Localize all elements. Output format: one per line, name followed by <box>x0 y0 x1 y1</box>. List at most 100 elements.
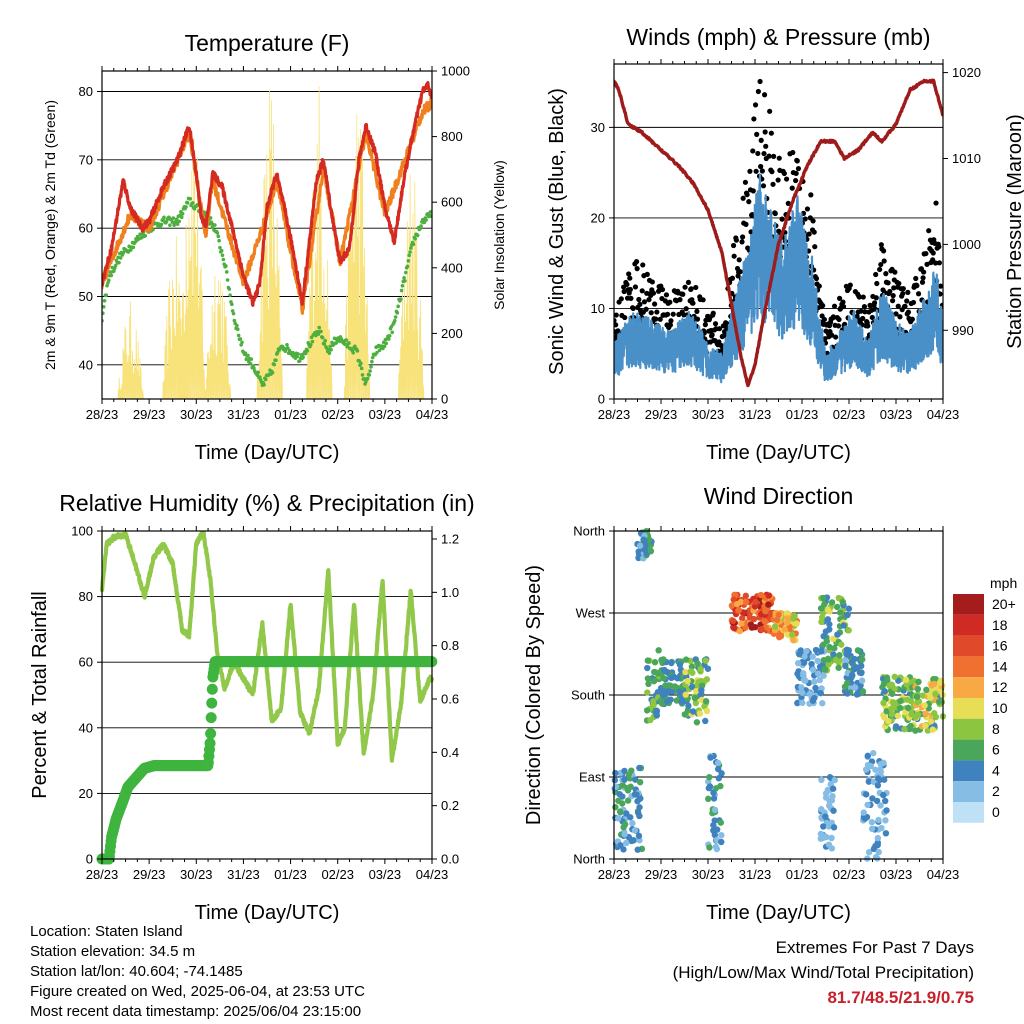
direction-point <box>913 693 921 700</box>
gust-point <box>667 322 674 328</box>
direction-point <box>830 807 837 814</box>
direction-point <box>731 591 738 599</box>
gust-point <box>767 108 773 114</box>
direction-point <box>883 807 890 814</box>
dewpoint-point <box>301 355 305 360</box>
direction-point <box>682 656 690 663</box>
direction-point <box>627 814 634 821</box>
dewpoint-point <box>428 210 432 214</box>
pressure-line <box>614 78 943 388</box>
gust-point <box>632 284 639 290</box>
direction-point <box>862 791 870 798</box>
dewpoint-point <box>360 373 365 377</box>
gust-point <box>897 314 903 320</box>
direction-point <box>843 646 851 654</box>
y-right-tick-label: 990 <box>952 323 974 338</box>
gust-point <box>836 316 842 323</box>
direction-point <box>765 592 773 599</box>
gust-point <box>639 288 645 294</box>
direction-point <box>896 704 904 712</box>
gust-point <box>737 269 743 275</box>
dewpoint-point <box>249 357 254 361</box>
gust-point <box>761 92 768 98</box>
gust-point <box>744 192 750 198</box>
dewpoint-point <box>403 270 408 275</box>
gust-point <box>753 168 759 174</box>
dewpoint-point <box>151 227 155 232</box>
gust-point <box>890 293 896 299</box>
x-axis-label: Time (Day/UTC) <box>706 442 851 464</box>
dewpoint-point <box>227 287 232 291</box>
direction-point <box>874 834 882 842</box>
legend-label: 12 <box>992 679 1008 695</box>
direction-point <box>659 692 667 699</box>
y-right-tick-label: 1.2 <box>441 532 459 547</box>
direction-point <box>621 776 628 783</box>
direction-point <box>621 767 628 775</box>
direction-point <box>821 666 829 673</box>
direction-point <box>644 664 651 672</box>
direction-point <box>864 801 871 808</box>
direction-point <box>706 773 713 781</box>
y-tick-label: 70 <box>79 152 93 167</box>
direction-point <box>684 677 691 685</box>
gust-point <box>654 309 660 315</box>
dewpoint-point <box>429 214 432 219</box>
direction-point <box>832 656 840 664</box>
gust-point <box>936 260 943 266</box>
gust-point <box>810 218 816 224</box>
direction-point <box>825 823 833 830</box>
winds-pressure-panel: 28/23 29/23 30/23 31/23 01/23 02/23 03/23 04/23… <box>546 24 1024 464</box>
direction-point <box>735 606 743 614</box>
direction-point <box>655 647 662 654</box>
dewpoint-point <box>220 253 225 258</box>
legend-label: 4 <box>992 762 1000 778</box>
gust-point <box>902 303 908 309</box>
direction-point <box>736 627 743 635</box>
direction-point <box>689 708 697 715</box>
direction-point <box>634 846 641 853</box>
gust-point <box>891 285 897 291</box>
dewpoint-point <box>232 318 237 323</box>
dewpoint-point <box>344 338 349 342</box>
direction-point <box>767 609 775 617</box>
dewpoint-point <box>329 347 333 352</box>
gust-point <box>643 306 649 312</box>
gust-point <box>776 155 782 161</box>
gust-point <box>923 250 929 257</box>
y-tick-label: East <box>579 770 605 785</box>
direction-point <box>650 677 658 685</box>
direction-point <box>859 656 866 663</box>
direction-point <box>624 784 631 792</box>
gust-point <box>614 312 619 318</box>
gust-point <box>869 314 875 321</box>
direction-point <box>660 656 667 663</box>
direction-point <box>914 698 921 706</box>
gust-point <box>650 290 657 296</box>
legend-swatch <box>953 802 984 823</box>
precip-point <box>205 712 217 724</box>
x-tick-label: 04/23 <box>416 407 449 422</box>
direction-point <box>692 699 700 707</box>
humidity-precip-panel: 28/23 29/23 30/23 31/23 01/23 02/23 03/23 04/23… <box>29 490 475 924</box>
dewpoint-point <box>138 232 142 237</box>
direction-point <box>927 718 935 725</box>
solar-trace <box>397 173 425 399</box>
x-tick-label: 29/23 <box>133 867 166 882</box>
gust-point <box>626 271 632 277</box>
dewpoint-point <box>320 335 325 340</box>
gust-point <box>910 299 917 306</box>
direction-point <box>713 845 721 853</box>
gust-point <box>871 300 878 306</box>
direction-point <box>636 542 644 549</box>
x-tick-label: 01/23 <box>786 407 819 422</box>
legend-label: 20+ <box>992 596 1016 612</box>
direction-point <box>633 791 640 798</box>
dewpoint-point <box>398 297 403 301</box>
dewpoint-point <box>252 366 256 370</box>
dewpoint-point <box>246 353 250 358</box>
direction-point <box>907 722 914 730</box>
dewpoint-series <box>102 196 432 388</box>
gust-point <box>933 200 939 206</box>
precip-series <box>96 656 438 865</box>
